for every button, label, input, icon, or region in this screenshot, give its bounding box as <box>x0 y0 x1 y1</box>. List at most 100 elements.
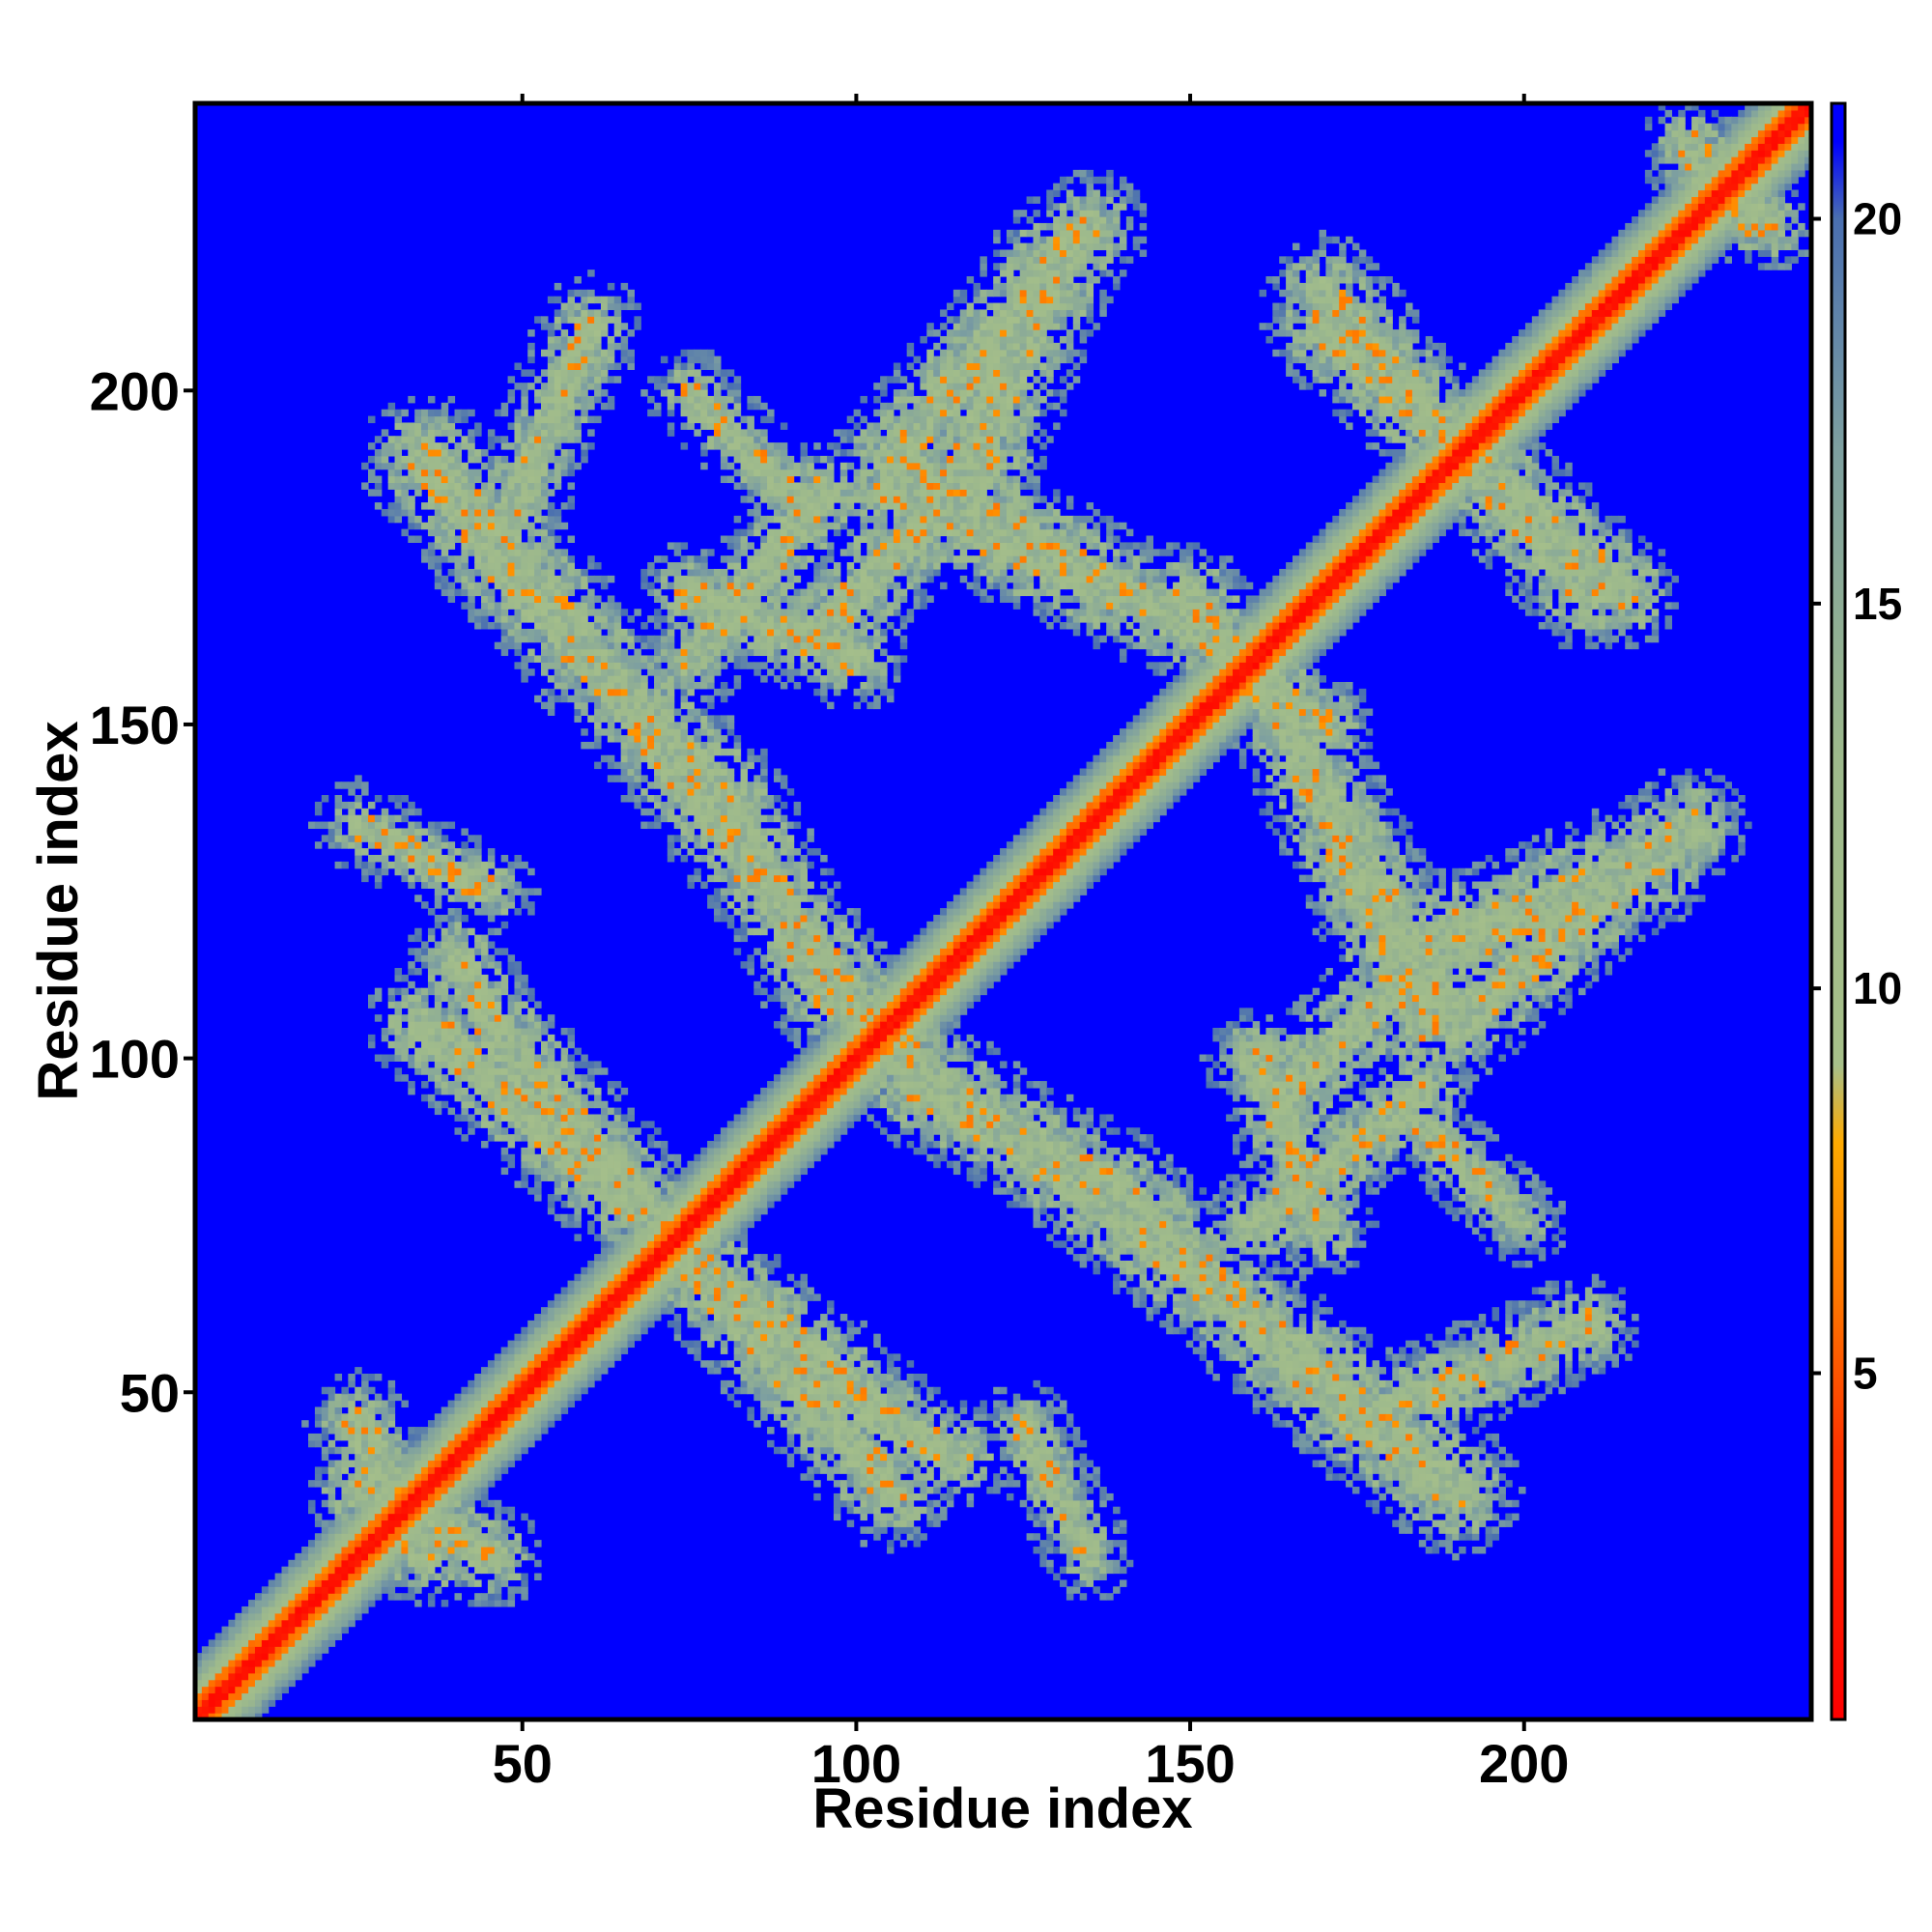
heatmap-cell <box>395 1493 402 1500</box>
heatmap-cell <box>654 802 661 809</box>
heatmap-cell <box>428 1041 435 1048</box>
heatmap-cell <box>395 1553 402 1560</box>
heatmap-cell <box>700 449 707 456</box>
heatmap-cell <box>474 1473 481 1480</box>
heatmap-cell <box>628 1168 635 1175</box>
heatmap-cell <box>534 509 541 516</box>
heatmap-cell <box>435 841 441 848</box>
heatmap-cell <box>455 1081 462 1088</box>
heatmap-cell <box>568 1067 575 1074</box>
heatmap-cell <box>435 1500 441 1507</box>
heatmap-cell <box>700 828 707 835</box>
heatmap-cell <box>700 1307 707 1314</box>
heatmap-cell <box>687 762 694 769</box>
heatmap-cell <box>401 1579 408 1586</box>
heatmap-cell <box>501 1567 508 1574</box>
heatmap-cell <box>282 1620 289 1627</box>
heatmap-cell <box>661 775 668 781</box>
heatmap-cell <box>568 622 575 629</box>
heatmap-cell <box>508 1081 515 1088</box>
heatmap-cell <box>634 1201 640 1208</box>
heatmap-cell <box>521 562 527 569</box>
heatmap-cell <box>714 1221 721 1228</box>
heatmap-cell <box>548 1081 554 1088</box>
heatmap-cell <box>315 1480 322 1487</box>
heatmap-cell <box>262 1586 269 1593</box>
heatmap-cell <box>534 1174 541 1180</box>
heatmap-cell <box>508 442 515 449</box>
heatmap-cell <box>561 595 568 602</box>
heatmap-cell <box>534 1141 541 1148</box>
heatmap-cell <box>527 1035 534 1041</box>
heatmap-cell <box>668 1168 674 1175</box>
heatmap-cell <box>428 882 435 889</box>
heatmap-cell <box>700 715 707 722</box>
heatmap-cell <box>355 1593 361 1600</box>
heatmap-cell <box>527 1134 534 1141</box>
heatmap-cell <box>441 935 448 942</box>
heatmap-cell <box>395 410 402 416</box>
heatmap-cell <box>640 1121 647 1127</box>
heatmap-cell <box>301 1646 308 1653</box>
heatmap-cell <box>295 1613 301 1620</box>
heatmap-cell <box>308 1540 315 1547</box>
heatmap-cell <box>315 1613 322 1620</box>
heatmap-cell <box>481 1021 488 1028</box>
heatmap-cell <box>382 841 388 848</box>
heatmap-cell <box>654 410 661 416</box>
heatmap-cell <box>628 1274 635 1281</box>
heatmap-cell <box>654 1254 661 1261</box>
heatmap-cell <box>382 449 388 456</box>
heatmap-cell <box>355 1406 361 1413</box>
heatmap-cell <box>581 642 587 649</box>
heatmap-cell <box>474 995 481 1002</box>
heatmap-cell <box>448 1406 455 1413</box>
heatmap-cell <box>687 668 694 675</box>
heatmap-cell <box>401 1526 408 1533</box>
heatmap-cell <box>587 696 594 702</box>
heatmap-cell <box>355 1367 361 1374</box>
heatmap-cell <box>594 709 601 716</box>
heatmap-cell <box>601 1307 608 1314</box>
heatmap-cell <box>481 1041 488 1048</box>
heatmap-cell <box>608 1108 614 1115</box>
heatmap-cell <box>301 1593 308 1600</box>
heatmap-cell <box>681 662 688 668</box>
heatmap-cell <box>561 1048 568 1055</box>
heatmap-cell <box>461 1114 468 1121</box>
heatmap-cell <box>621 1168 628 1175</box>
heatmap-cell <box>687 828 694 835</box>
heatmap-cell <box>209 1680 215 1687</box>
heatmap-cell <box>608 356 614 363</box>
heatmap-cell <box>561 456 568 463</box>
heatmap-cell <box>674 728 681 735</box>
heatmap-cell <box>601 1321 608 1327</box>
heatmap-cell <box>574 276 581 283</box>
heatmap-cell <box>541 1055 548 1062</box>
heatmap-cell <box>435 1560 441 1567</box>
heatmap-cell <box>554 383 561 389</box>
heatmap-cell <box>581 1148 587 1154</box>
heatmap-cell <box>441 1540 448 1547</box>
heatmap-cell <box>581 649 587 656</box>
heatmap-cell <box>601 576 608 582</box>
heatmap-cell <box>474 941 481 948</box>
heatmap-cell <box>474 476 481 483</box>
heatmap-cell <box>508 636 515 642</box>
heatmap-cell <box>474 469 481 476</box>
heatmap-cell <box>322 1533 328 1540</box>
heatmap-cell <box>628 788 635 795</box>
heatmap-cell <box>700 1148 707 1154</box>
heatmap-cell <box>368 1487 375 1493</box>
heatmap-cell <box>687 1194 694 1201</box>
heatmap-cell <box>548 1121 554 1127</box>
heatmap-cell <box>461 602 468 609</box>
heatmap-cell <box>647 709 654 716</box>
heatmap-cell <box>714 1267 721 1274</box>
heatmap-cell <box>681 1174 688 1180</box>
heatmap-cell <box>681 1300 688 1307</box>
heatmap-cell <box>707 1208 714 1214</box>
heatmap-cell <box>455 1480 462 1487</box>
heatmap-cell <box>455 1001 462 1008</box>
heatmap-cell <box>681 762 688 769</box>
